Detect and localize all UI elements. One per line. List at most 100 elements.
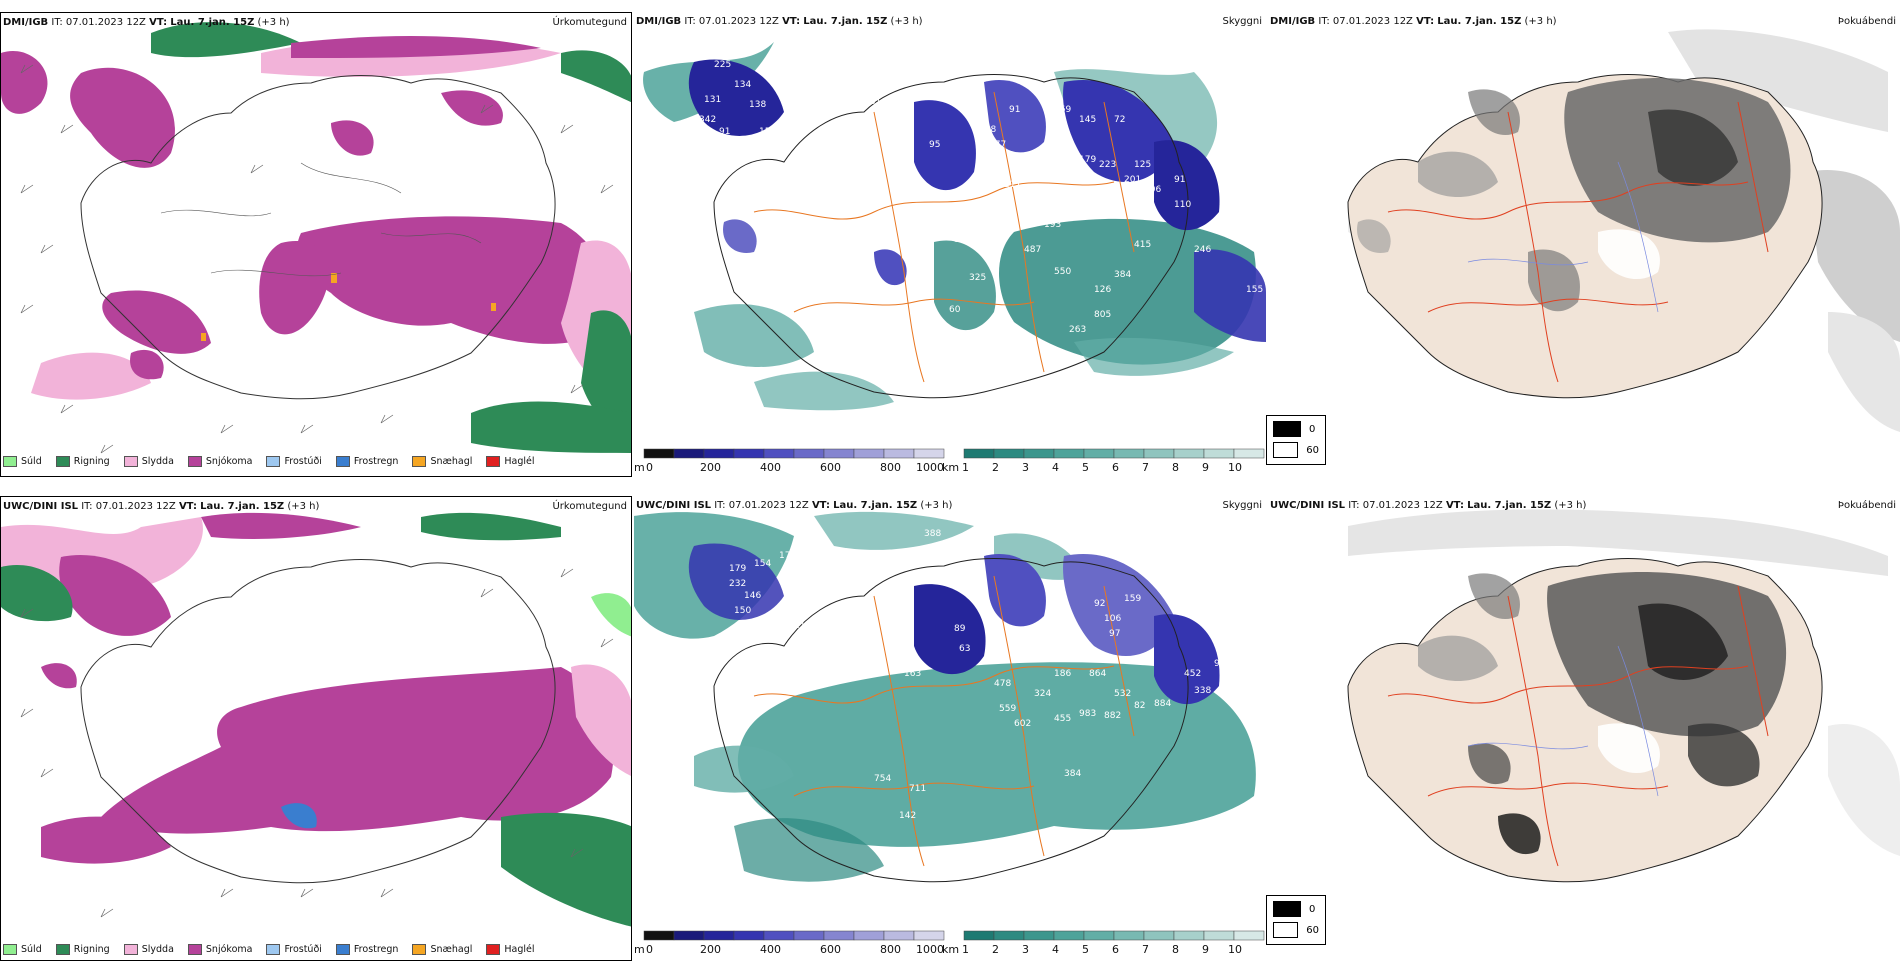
svg-text:532: 532: [1114, 689, 1131, 699]
svg-text:92: 92: [1094, 599, 1105, 609]
svg-text:165: 165: [909, 385, 926, 395]
svg-text:240: 240: [784, 120, 801, 130]
svg-text:179: 179: [1079, 155, 1096, 165]
svg-text:478: 478: [994, 679, 1011, 689]
svg-text:78: 78: [809, 589, 821, 599]
svg-text:198: 198: [979, 125, 996, 135]
visibility-tick: 1: [962, 461, 969, 474]
visibility-tick: 9: [1202, 461, 1209, 474]
legend-item-frostudi: Frostúði: [266, 943, 322, 955]
cloud-base-bar: [643, 930, 945, 941]
legend-item-rigning: Rigning: [55, 455, 110, 467]
svg-text:983: 983: [1079, 709, 1096, 719]
svg-text:179: 179: [729, 564, 746, 574]
fog-title-top: DMI/IGB IT: 07.01.2023 12Z VT: Lau. 7.ja…: [1270, 16, 1557, 27]
svg-text:86: 86: [934, 190, 946, 200]
legend-item-sudl: Súld: [3, 943, 42, 955]
visibility-unit: km: [942, 461, 959, 474]
svg-text:388: 388: [924, 529, 941, 539]
precip-title-bottom: UWC/DINI ISL IT: 07.01.2023 12Z VT: Lau.…: [3, 501, 320, 512]
svg-text:711: 711: [909, 784, 926, 794]
svg-text:190: 190: [1044, 150, 1061, 160]
visibility-tick: 8: [1172, 461, 1179, 474]
svg-text:134: 134: [734, 80, 751, 90]
svg-text:223: 223: [1099, 160, 1116, 170]
precip-panel-top: DMI/IGB IT: 07.01.2023 12Z VT: Lau. 7.ja…: [0, 12, 632, 477]
svg-text:24: 24: [974, 180, 986, 190]
svg-text:69: 69: [686, 675, 698, 685]
svg-text:805: 805: [1094, 310, 1111, 320]
fog-legend-item: 60: [1273, 922, 1319, 938]
svg-text:89: 89: [954, 624, 966, 634]
svg-text:431: 431: [1029, 654, 1046, 664]
precip-map-top: [1, 13, 631, 476]
cloud-colorbars-bottom: m 0 200 400 600 800 1000 km 1 2 3 4 5: [634, 930, 1265, 956]
svg-text:91: 91: [719, 127, 730, 137]
svg-text:169: 169: [1054, 105, 1071, 115]
fog-legend-item: 60: [1273, 442, 1319, 458]
cloud-panel-bottom: 388 338 988 210 179 154 171 112 232 119 146 78 15…: [634, 496, 1266, 961]
visibility-tick: 10: [1228, 461, 1242, 474]
svg-text:91: 91: [1174, 175, 1185, 185]
svg-text:415: 415: [1134, 240, 1151, 250]
svg-text:384: 384: [1114, 270, 1131, 280]
legend-item-haglel: Haglél: [486, 455, 535, 467]
svg-text:72: 72: [1114, 115, 1125, 125]
svg-text:452: 452: [1184, 669, 1201, 679]
svg-text:325: 325: [969, 273, 986, 283]
svg-text:455: 455: [1054, 714, 1071, 724]
svg-text:163: 163: [904, 669, 921, 679]
svg-text:988: 988: [1069, 527, 1086, 537]
fog-legend-bottom: 0 60: [1266, 895, 1326, 945]
svg-text:864: 864: [1089, 669, 1106, 679]
svg-text:106: 106: [1104, 614, 1121, 624]
svg-text:177: 177: [989, 140, 1006, 150]
precip-label-bottom: Úrkomutegund: [552, 501, 627, 512]
svg-text:87: 87: [994, 649, 1005, 659]
svg-text:112: 112: [784, 567, 801, 577]
legend-item-slydda: Slydda: [123, 455, 174, 467]
svg-text:318: 318: [954, 235, 971, 245]
svg-text:338: 338: [1034, 527, 1051, 537]
visibility-tick: 3: [1022, 461, 1029, 474]
cloud-map-bottom: 388 338 988 210 179 154 171 112 232 119 146 78 15…: [634, 496, 1266, 950]
svg-text:884: 884: [1154, 699, 1171, 709]
svg-text:263: 263: [1069, 325, 1086, 335]
legend-item-slydda: Slydda: [123, 943, 174, 955]
cloud-base-tick: 400: [760, 461, 781, 474]
svg-text:559: 559: [999, 704, 1016, 714]
svg-text:152: 152: [814, 235, 831, 245]
svg-text:155: 155: [1246, 285, 1263, 295]
cloud-base-tick: 800: [880, 461, 901, 474]
legend-item-frostregn: Frostregn: [335, 455, 398, 467]
svg-text:97: 97: [1109, 629, 1120, 639]
svg-text:209: 209: [1034, 185, 1051, 195]
precip-legend-bottom: Súld Rigning Slydda Snjókoma Frostúði Fr…: [3, 940, 535, 958]
svg-text:119: 119: [789, 581, 806, 591]
svg-text:487: 487: [1024, 245, 1041, 255]
svg-text:250: 250: [934, 345, 951, 355]
svg-text:246: 246: [1194, 245, 1211, 255]
svg-text:126: 126: [1094, 285, 1111, 295]
svg-text:91: 91: [1009, 105, 1020, 115]
legend-item-sudl: Súld: [3, 455, 42, 467]
svg-text:342: 342: [699, 115, 716, 125]
precip-map-bottom: [1, 497, 631, 947]
svg-text:63: 63: [959, 644, 970, 654]
svg-text:225: 225: [714, 60, 731, 70]
legend-item-frostudi: Frostúði: [266, 455, 322, 467]
svg-text:923: 923: [1214, 659, 1231, 669]
svg-text:882: 882: [1104, 711, 1121, 721]
svg-text:187: 187: [984, 200, 1001, 210]
cloud-title-top: DMI/IGB IT: 07.01.2023 12Z VT: Lau. 7.ja…: [636, 16, 923, 27]
svg-text:150: 150: [734, 606, 751, 616]
legend-item-rigning: Rigning: [55, 943, 110, 955]
cloud-label-bottom: Skyggni: [1222, 500, 1262, 511]
svg-text:338: 338: [1194, 686, 1211, 696]
cloud-base-bar: [643, 448, 945, 459]
precip-label-top: Úrkomutegund: [552, 17, 627, 28]
precip-panel-bottom: UWC/DINI ISL IT: 07.01.2023 12Z VT: Lau.…: [0, 496, 632, 961]
legend-item-snaehagl: Snæhagl: [412, 943, 472, 955]
fog-panel-bottom: UWC/DINI ISL IT: 07.01.2023 12Z VT: Lau.…: [1268, 496, 1900, 961]
cloud-base-unit: m: [634, 461, 645, 474]
